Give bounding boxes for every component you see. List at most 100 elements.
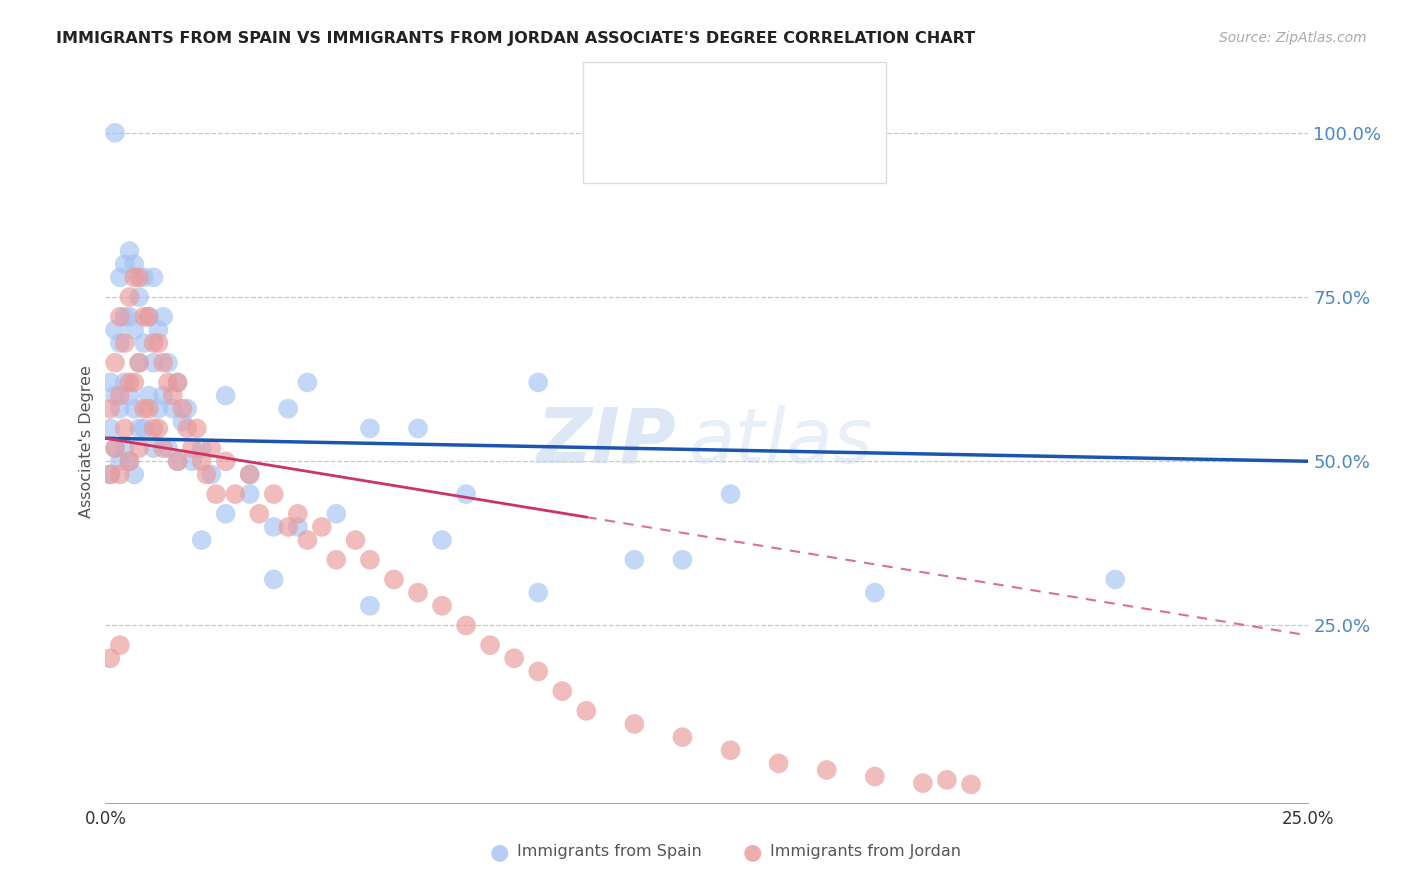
Point (454, 618, 477, 632)
Point (114, 441, 136, 455)
Point (359, 553, 381, 567)
Point (114, 421, 136, 435)
Point (104, 126, 127, 140)
Point (124, 323, 146, 337)
Text: ●: ● (742, 842, 762, 862)
Point (148, 401, 170, 416)
Point (104, 388, 127, 402)
Point (98, 467, 121, 482)
Point (205, 487, 228, 501)
Point (162, 388, 184, 402)
Point (344, 533, 367, 547)
Point (181, 454, 204, 468)
Text: ●: ● (489, 842, 509, 862)
Point (108, 388, 131, 402)
Point (239, 467, 262, 482)
Point (124, 467, 146, 482)
Point (190, 441, 212, 455)
Point (911, 776, 934, 790)
Point (575, 704, 598, 718)
Point (118, 376, 141, 390)
Point (104, 356, 127, 370)
Point (181, 441, 204, 455)
Point (190, 533, 212, 547)
Point (297, 533, 319, 547)
Point (152, 388, 174, 402)
Point (527, 376, 550, 390)
Point (720, 487, 742, 501)
Point (156, 356, 179, 370)
Text: IMMIGRANTS FROM SPAIN VS IMMIGRANTS FROM JORDAN ASSOCIATE'S DEGREE CORRELATION C: IMMIGRANTS FROM SPAIN VS IMMIGRANTS FROM… (56, 31, 976, 46)
Point (108, 638, 131, 652)
Point (128, 441, 150, 455)
Point (148, 323, 170, 337)
Point (287, 507, 309, 521)
Point (114, 336, 136, 351)
Point (108, 454, 131, 468)
Point (124, 257, 146, 271)
Point (108, 270, 131, 285)
Point (152, 356, 174, 370)
Point (132, 270, 155, 285)
Point (176, 421, 198, 435)
Y-axis label: Associate's Degree: Associate's Degree (79, 365, 94, 518)
Point (551, 684, 574, 698)
Point (623, 553, 645, 567)
Point (128, 421, 150, 435)
Point (98, 651, 121, 665)
Point (142, 421, 165, 435)
Point (960, 777, 983, 791)
Point (359, 599, 381, 613)
Point (98, 467, 121, 482)
Point (114, 257, 136, 271)
Point (162, 401, 184, 416)
Text: Source: ZipAtlas.com: Source: ZipAtlas.com (1219, 31, 1367, 45)
Point (247, 507, 270, 521)
Text: atlas: atlas (689, 405, 873, 478)
Point (671, 730, 693, 744)
Point (128, 356, 150, 370)
Point (311, 520, 333, 534)
Point (239, 467, 262, 482)
Point (124, 270, 146, 285)
Point (190, 454, 212, 468)
Point (128, 290, 150, 304)
Point (138, 310, 160, 324)
Point (166, 376, 188, 390)
Point (195, 467, 218, 482)
Point (263, 520, 285, 534)
Point (815, 763, 838, 777)
Point (479, 638, 502, 652)
Point (359, 421, 381, 435)
Point (104, 441, 127, 455)
Point (406, 585, 429, 599)
Point (118, 454, 141, 468)
Point (132, 401, 155, 416)
Point (200, 441, 222, 455)
Text: Immigrants from Jordan: Immigrants from Jordan (770, 845, 962, 859)
Point (108, 310, 131, 324)
Point (172, 401, 194, 416)
Point (132, 310, 155, 324)
Point (128, 270, 150, 285)
Bar (599, 130, 638, 166)
Point (108, 336, 131, 351)
Point (224, 487, 246, 501)
Point (142, 441, 165, 455)
Point (863, 770, 886, 784)
Point (152, 441, 174, 455)
Point (124, 376, 146, 390)
Point (98, 376, 121, 390)
Point (114, 310, 136, 324)
Point (325, 553, 347, 567)
Point (214, 454, 236, 468)
Point (118, 310, 141, 324)
Point (118, 454, 141, 468)
Point (148, 421, 170, 435)
Point (200, 467, 222, 482)
Point (138, 401, 160, 416)
Point (623, 717, 645, 731)
Point (172, 415, 194, 429)
FancyBboxPatch shape (583, 62, 886, 183)
Point (430, 533, 453, 547)
